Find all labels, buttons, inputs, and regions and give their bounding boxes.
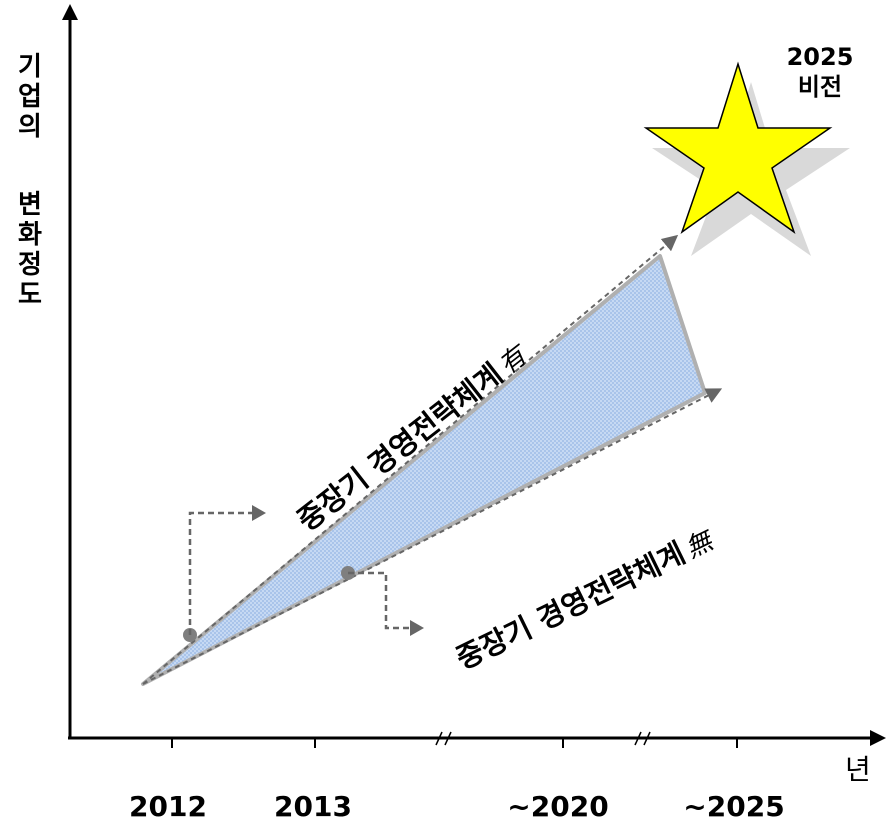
x-tick-label: 2013 xyxy=(274,790,352,823)
x-tick-label: 2012 xyxy=(129,790,207,823)
upper-trend-arrow xyxy=(142,234,679,685)
lower-connector-arrowhead xyxy=(410,620,424,636)
vision-title: 비전 xyxy=(797,73,843,101)
y-axis-arrowhead xyxy=(62,4,78,20)
vision-star xyxy=(643,61,833,234)
y-label-char: 정 xyxy=(18,250,42,280)
vision-label: 2025 비전 xyxy=(780,42,860,102)
axis-break-mark xyxy=(435,731,452,746)
y-label-char: 화 xyxy=(18,220,42,250)
x-axis-arrowhead xyxy=(870,730,886,746)
y-axis-label-part2: 변 화 정 도 xyxy=(12,190,48,310)
axis-break-mark xyxy=(634,731,651,746)
x-tick-label: ~2025 xyxy=(683,790,785,823)
x-tick-label: ~2020 xyxy=(507,790,609,823)
y-label-char: 업 xyxy=(18,82,42,112)
strategy-gap-wedge xyxy=(141,254,707,686)
upper-label-connector xyxy=(188,511,256,635)
vision-year: 2025 xyxy=(786,43,854,71)
y-label-char: 도 xyxy=(18,280,42,310)
y-axis-label-part1: 기 업 의 xyxy=(12,52,48,142)
y-label-char: 의 xyxy=(18,112,42,142)
y-label-char: 변 xyxy=(18,190,42,220)
lower-trend-arrow xyxy=(142,388,723,685)
y-label-char: 기 xyxy=(18,52,42,82)
lower-label-connector xyxy=(348,571,412,630)
x-axis-unit-label: 년 xyxy=(845,753,871,786)
upper-connector-arrowhead xyxy=(252,505,266,521)
